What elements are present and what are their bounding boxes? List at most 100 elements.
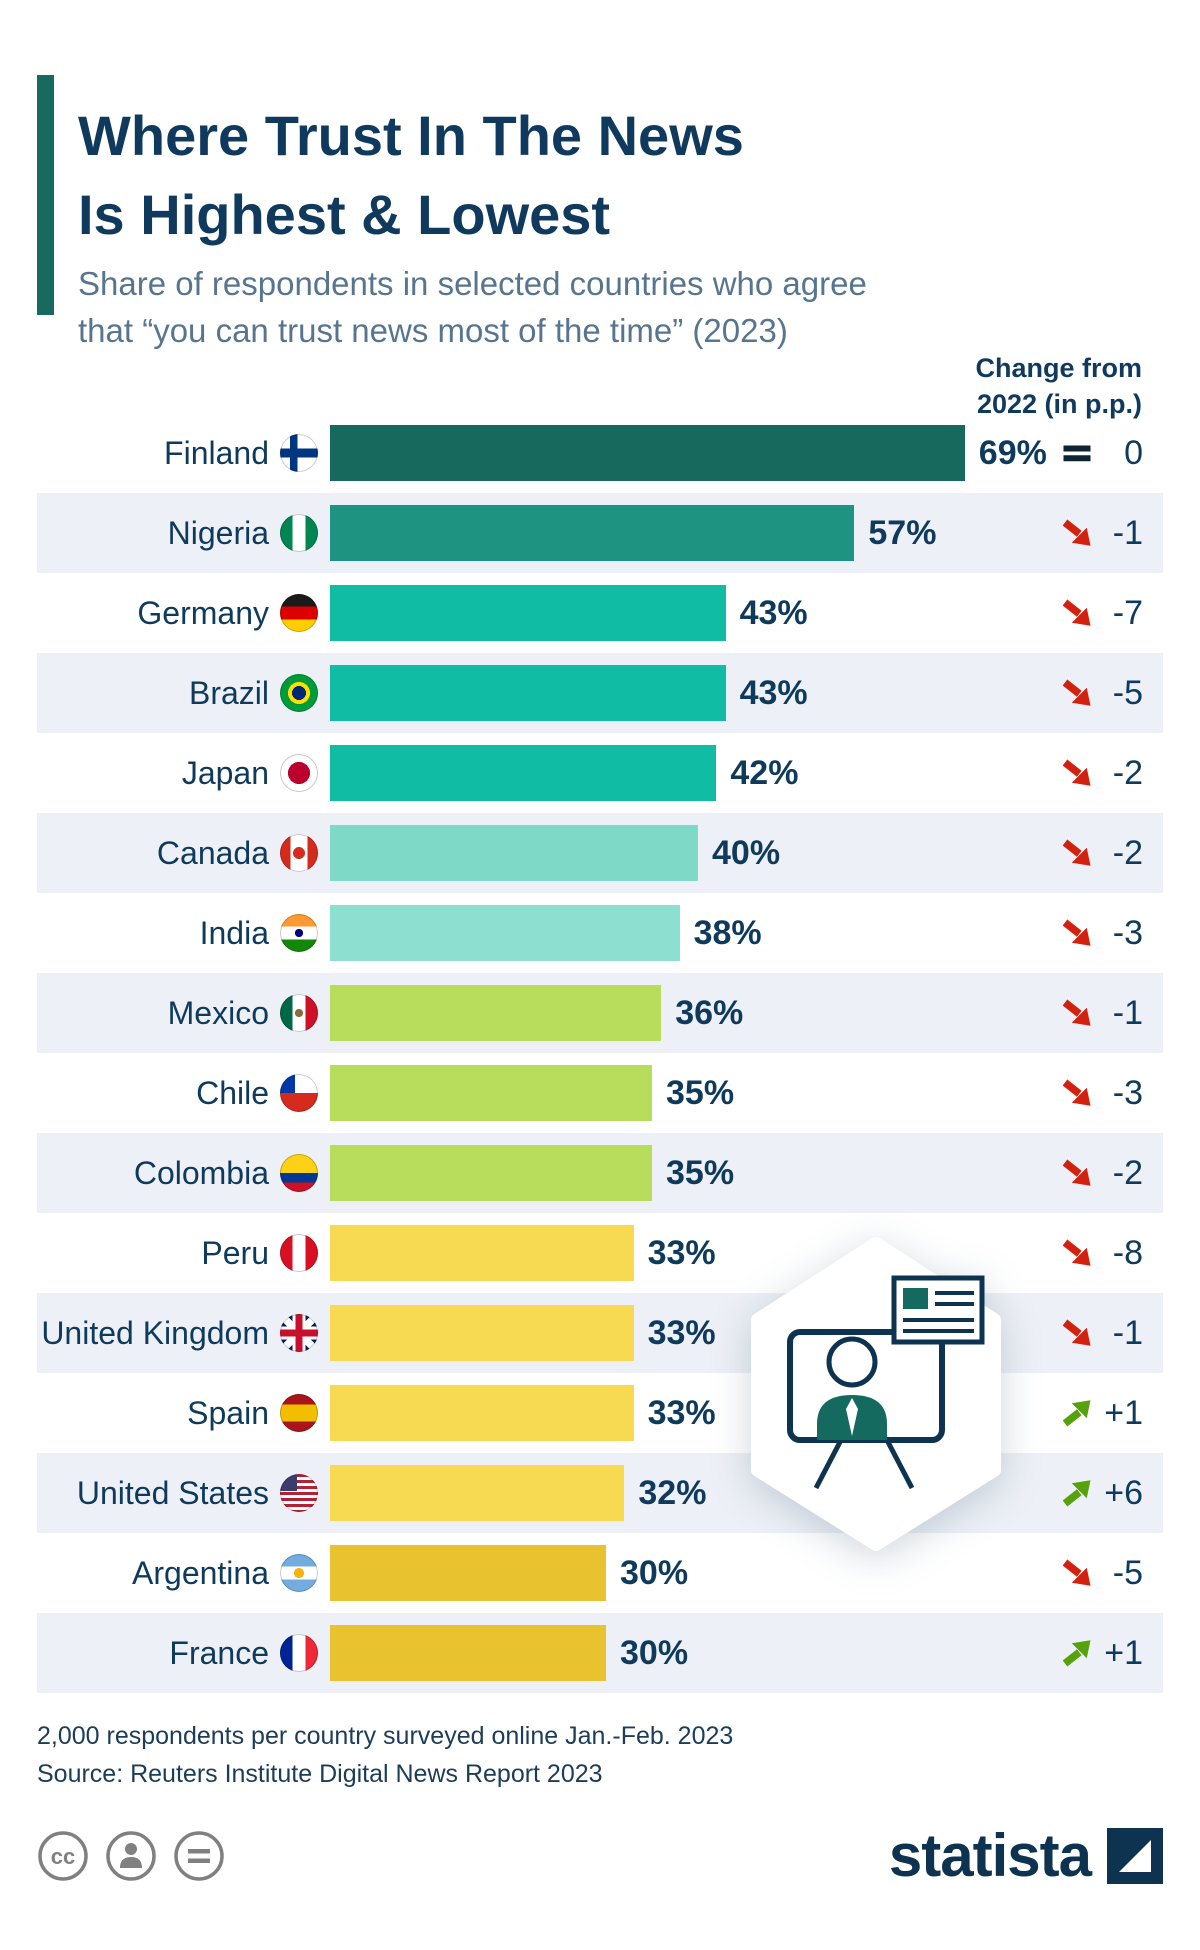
change-direction-icon: [1059, 435, 1095, 471]
value-bar: [330, 905, 680, 961]
change-value: -7: [1112, 594, 1143, 632]
country-label: Canada: [156, 835, 269, 871]
value-label: 38%: [693, 914, 762, 952]
change-direction-icon: [1059, 515, 1095, 551]
change-value: -3: [1112, 1074, 1143, 1112]
value-bar: [330, 1305, 634, 1361]
change-direction-icon: [1059, 1075, 1095, 1111]
table-row: Brazil 43% -5: [37, 653, 1163, 733]
statista-wordmark: statista: [888, 1822, 1092, 1889]
value-bar: [330, 665, 726, 721]
change-direction-icon: [1059, 595, 1095, 631]
table-row: Mexico 36% -1: [37, 973, 1163, 1053]
country-label: Mexico: [167, 995, 269, 1031]
change-direction-icon: [1059, 1155, 1095, 1191]
footnote: 2,000 respondents per country surveyed o…: [37, 1718, 733, 1793]
table-row: Japan 42% -2: [37, 733, 1163, 813]
flag-finland-icon: [280, 434, 318, 472]
value-bar: [330, 1065, 652, 1121]
table-row: Germany 43% -7: [37, 573, 1163, 653]
flag-germany-icon: [280, 594, 318, 632]
news-anchor-emblem: [742, 1232, 1010, 1556]
value-label: 35%: [666, 1074, 735, 1112]
value-bar: [330, 1465, 625, 1521]
flag-france-icon: [280, 1634, 318, 1672]
change-value: -8: [1112, 1234, 1143, 1272]
value-bar: [330, 505, 855, 561]
statista-logo: statista: [889, 1826, 1163, 1886]
flag-india-icon: [280, 914, 318, 952]
value-label: 43%: [739, 594, 808, 632]
table-row: Spain 33% +1: [37, 1373, 1163, 1453]
table-row: Peru 33% -8: [37, 1213, 1163, 1293]
change-value: -3: [1112, 914, 1143, 952]
country-label: Finland: [164, 435, 269, 471]
change-direction-icon: [1059, 1235, 1095, 1271]
flag-argentina-icon: [280, 1554, 318, 1592]
country-label: Brazil: [188, 675, 269, 711]
change-direction-icon: [1059, 675, 1095, 711]
value-bar: [330, 425, 965, 481]
change-value: -2: [1112, 834, 1143, 872]
country-label: United Kingdom: [41, 1315, 269, 1351]
flag-nigeria-icon: [280, 514, 318, 552]
subtitle-line-2: that “you can trust news most of the tim…: [78, 311, 788, 349]
country-label: France: [169, 1635, 269, 1671]
table-row: Nigeria 57% -1: [37, 493, 1163, 573]
country-label: Japan: [181, 755, 269, 791]
change-direction-icon: [1059, 835, 1095, 871]
change-direction-icon: [1059, 995, 1095, 1031]
country-label: Nigeria: [167, 515, 269, 551]
change-value: -5: [1112, 674, 1143, 712]
change-header-line-1: Change from: [975, 353, 1142, 383]
change-value: -5: [1112, 1554, 1143, 1592]
table-row: Chile 35% -3: [37, 1053, 1163, 1133]
flag-chile-icon: [280, 1074, 318, 1112]
value-label: 42%: [730, 754, 799, 792]
title-line-2: Is Highest & Lowest: [78, 183, 611, 247]
country-label: Chile: [196, 1075, 269, 1111]
cc-icon: cc: [37, 1830, 89, 1882]
country-label: Spain: [187, 1395, 269, 1431]
value-label: 30%: [620, 1634, 689, 1672]
news-anchor-icon: [751, 1237, 1001, 1551]
flag-us-icon: [280, 1474, 318, 1512]
flag-colombia-icon: [280, 1154, 318, 1192]
flag-uk-icon: [280, 1314, 318, 1352]
country-label: Argentina: [132, 1555, 269, 1591]
country-label: Colombia: [133, 1155, 269, 1191]
subtitle: Share of respondents in selected countri…: [78, 261, 867, 355]
value-label: 35%: [666, 1154, 735, 1192]
change-header-line-2: 2022 (in p.p.): [976, 389, 1142, 420]
value-bar: [330, 1385, 634, 1441]
change-value: -2: [1112, 1154, 1143, 1192]
change-direction-icon: [1059, 915, 1095, 951]
change-value: -1: [1112, 514, 1143, 552]
change-column-header: Change from 2022 (in p.p.): [975, 350, 1142, 423]
no-derivatives-icon: [173, 1830, 225, 1882]
title-accent-bar: [37, 75, 54, 315]
change-direction-icon: [1059, 1635, 1095, 1671]
survey-note: 2,000 respondents per country surveyed o…: [37, 1722, 734, 1750]
table-row: France 30% +1: [37, 1613, 1163, 1693]
title-line-1: Where Trust In The News: [78, 103, 744, 167]
flag-mexico-icon: [280, 994, 318, 1032]
change-value: +6: [1104, 1474, 1143, 1512]
value-bar: [330, 1625, 606, 1681]
flag-canada-icon: [280, 834, 318, 872]
source-note: Source: Reuters Institute Digital News R…: [37, 1759, 603, 1788]
flag-brazil-icon: [280, 674, 318, 712]
value-bar: [330, 745, 717, 801]
country-label: Germany: [137, 595, 269, 631]
flag-peru-icon: [280, 1234, 318, 1272]
change-direction-icon: [1059, 1315, 1095, 1351]
value-bar: [330, 1225, 634, 1281]
change-value: -2: [1112, 754, 1143, 792]
value-bar: [330, 1545, 606, 1601]
change-direction-icon: [1059, 1555, 1095, 1591]
flag-japan-icon: [280, 754, 318, 792]
flag-spain-icon: [280, 1394, 318, 1432]
value-label: 57%: [868, 514, 937, 552]
value-label: 40%: [712, 834, 781, 872]
change-value: +1: [1104, 1394, 1143, 1432]
